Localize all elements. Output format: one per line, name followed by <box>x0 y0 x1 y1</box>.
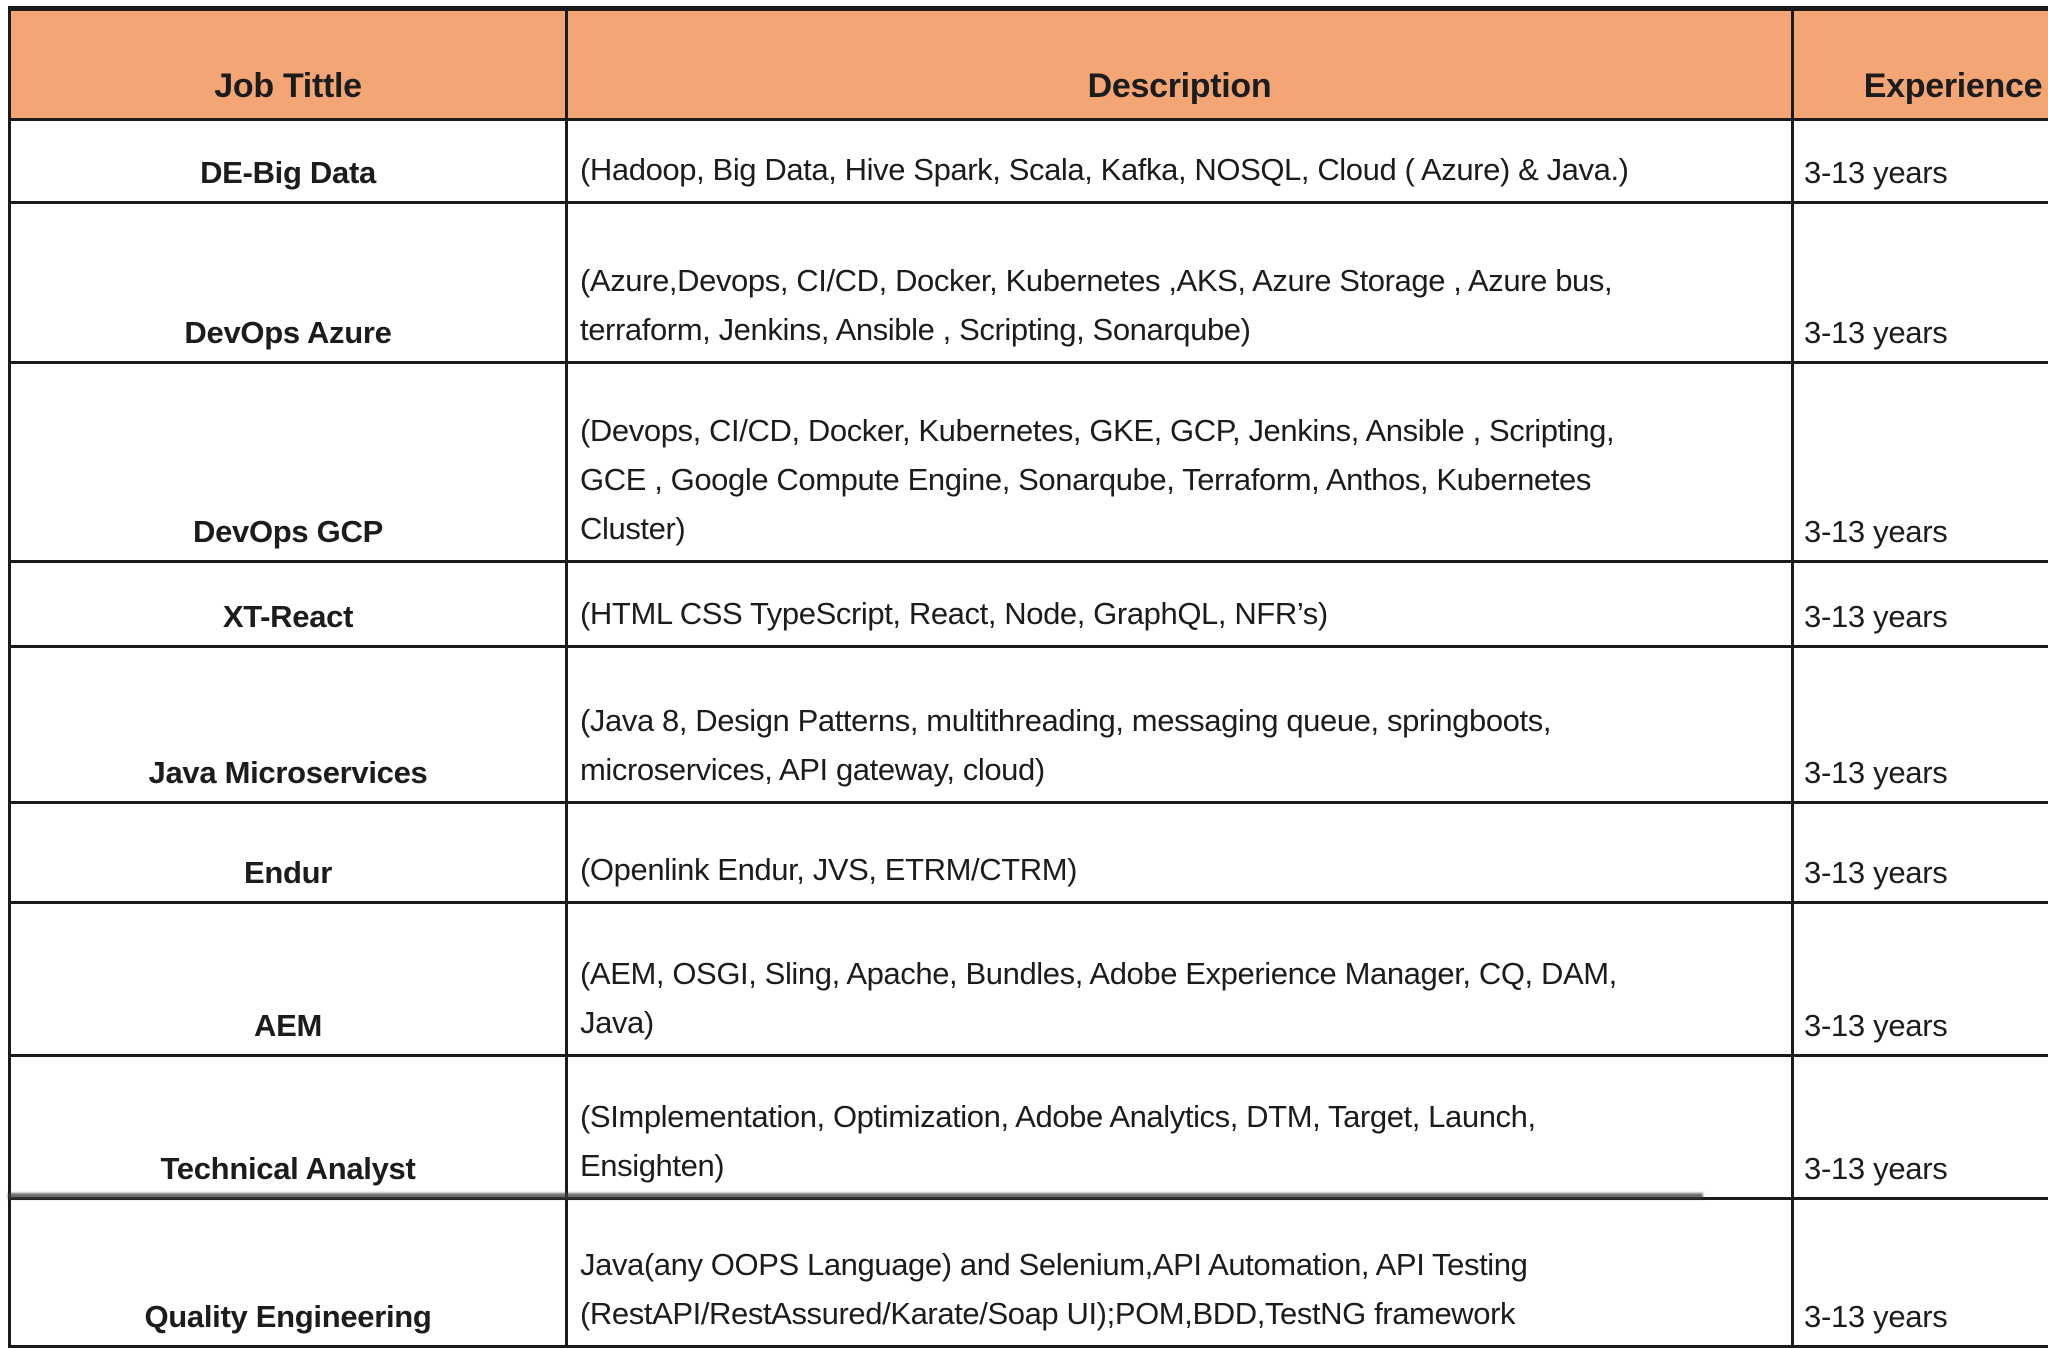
cell-description[interactable]: Java(any OOPS Language) and Selenium,API… <box>567 1199 1793 1347</box>
cell-job-title[interactable]: Technical Analyst <box>10 1056 567 1199</box>
cell-description[interactable]: (Openlink Endur, JVS, ETRM/CTRM) <box>567 803 1793 903</box>
column-header-description[interactable]: Description <box>567 9 1793 120</box>
cell-job-title[interactable]: XT-React <box>10 562 567 647</box>
table-row: XT-React(HTML CSS TypeScript, React, Nod… <box>10 562 2048 647</box>
cell-description[interactable]: (Azure,Devops, CI/CD, Docker, Kubernetes… <box>567 203 1793 363</box>
cell-description[interactable]: (Devops, CI/CD, Docker, Kubernetes, GKE,… <box>567 363 1793 562</box>
cell-experience[interactable]: 3-13 years <box>1793 903 2048 1056</box>
table-row: Endur(Openlink Endur, JVS, ETRM/CTRM)3-1… <box>10 803 2048 903</box>
cell-experience[interactable]: 3-13 years <box>1793 1056 2048 1199</box>
cell-job-title[interactable]: DevOps Azure <box>10 203 567 363</box>
cell-job-title[interactable]: DE-Big Data <box>10 120 567 203</box>
cell-experience[interactable]: 3-13 years <box>1793 803 2048 903</box>
cell-job-title[interactable]: AEM <box>10 903 567 1056</box>
cell-experience[interactable]: 3-13 years <box>1793 1199 2048 1347</box>
column-header-job-title[interactable]: Job Tittle <box>10 9 567 120</box>
table-header: Job Tittle Description Experience <box>10 9 2048 120</box>
table-row: DE-Big Data(Hadoop, Big Data, Hive Spark… <box>10 120 2048 203</box>
cell-job-title[interactable]: Quality Engineering <box>10 1199 567 1347</box>
table-row: Technical Analyst(SImplementation, Optim… <box>10 1056 2048 1199</box>
table-row: DevOps GCP(Devops, CI/CD, Docker, Kubern… <box>10 363 2048 562</box>
cell-experience[interactable]: 3-13 years <box>1793 120 2048 203</box>
jobs-table: Job Tittle Description Experience DE-Big… <box>8 6 2048 1348</box>
cell-description[interactable]: (Java 8, Design Patterns, multithreading… <box>567 647 1793 803</box>
column-header-experience[interactable]: Experience <box>1793 9 2048 120</box>
cell-description[interactable]: (AEM, OSGI, Sling, Apache, Bundles, Adob… <box>567 903 1793 1056</box>
cell-description[interactable]: (Hadoop, Big Data, Hive Spark, Scala, Ka… <box>567 120 1793 203</box>
header-row: Job Tittle Description Experience <box>10 9 2048 120</box>
cell-experience[interactable]: 3-13 years <box>1793 363 2048 562</box>
cell-experience[interactable]: 3-13 years <box>1793 562 2048 647</box>
cell-job-title[interactable]: Endur <box>10 803 567 903</box>
table-row: Java Microservices(Java 8, Design Patter… <box>10 647 2048 803</box>
table-row: AEM(AEM, OSGI, Sling, Apache, Bundles, A… <box>10 903 2048 1056</box>
cell-job-title[interactable]: DevOps GCP <box>10 363 567 562</box>
cell-experience[interactable]: 3-13 years <box>1793 203 2048 363</box>
jobs-table-body: DE-Big Data(Hadoop, Big Data, Hive Spark… <box>10 120 2048 1347</box>
cell-description[interactable]: (HTML CSS TypeScript, React, Node, Graph… <box>567 562 1793 647</box>
cell-experience[interactable]: 3-13 years <box>1793 647 2048 803</box>
table-row: DevOps Azure(Azure,Devops, CI/CD, Docker… <box>10 203 2048 363</box>
cell-job-title[interactable]: Java Microservices <box>10 647 567 803</box>
spreadsheet-area: Job Tittle Description Experience DE-Big… <box>8 6 2048 1348</box>
cell-description[interactable]: (SImplementation, Optimization, Adobe An… <box>567 1056 1793 1199</box>
